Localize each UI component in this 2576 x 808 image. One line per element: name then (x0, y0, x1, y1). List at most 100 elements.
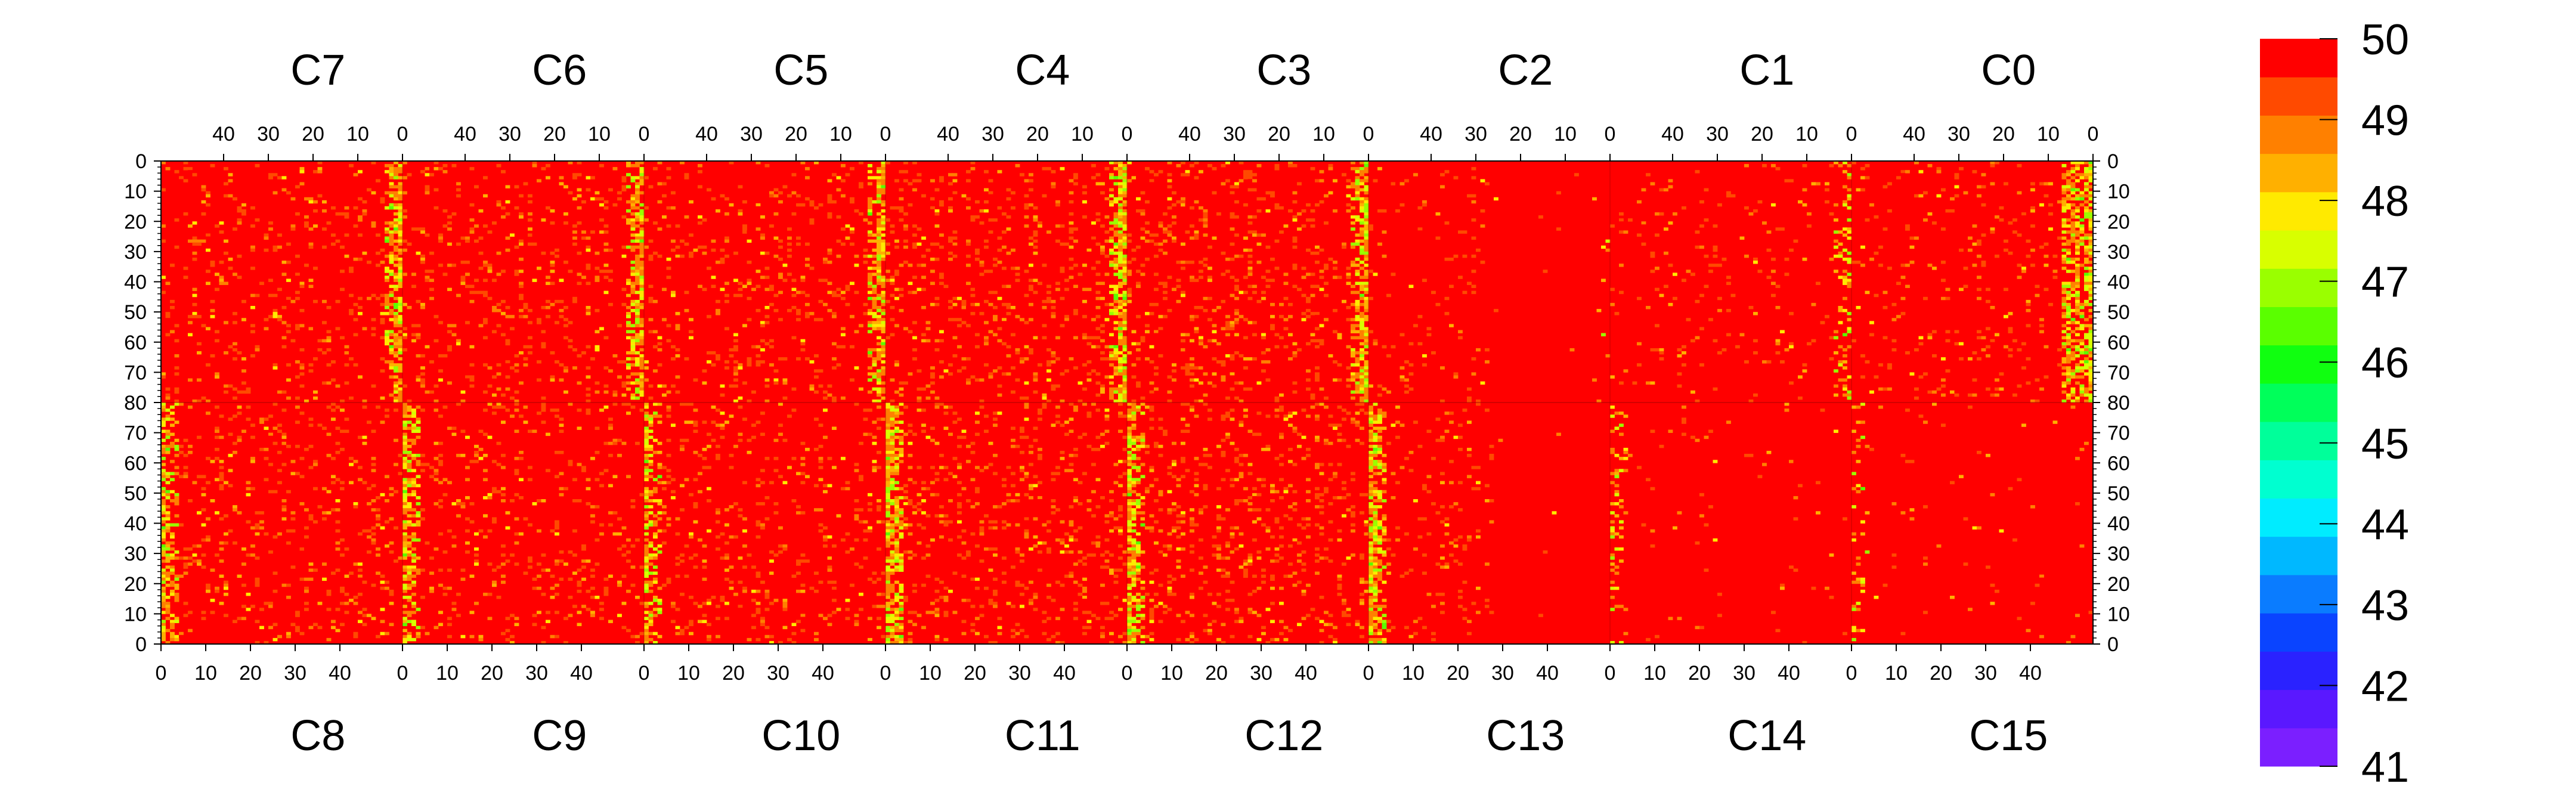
heatmap-cell (380, 475, 385, 478)
heatmap-cell (555, 170, 559, 174)
heatmap-cell (1977, 239, 1981, 243)
heatmap-cell (1100, 296, 1105, 301)
heatmap-cell (1113, 267, 1119, 270)
heatmap-cell (903, 381, 908, 385)
heatmap-cell (1364, 299, 1369, 304)
heatmap-cell (1364, 245, 1369, 249)
heatmap-cell (1360, 375, 1364, 379)
heatmap-cell (1274, 248, 1280, 252)
heatmap-cell (1373, 221, 1378, 225)
heatmap-cell (1042, 167, 1047, 171)
heatmap-cell (1713, 224, 1718, 228)
heatmap-cell (1118, 284, 1123, 289)
heatmap-cell (1355, 351, 1360, 355)
heatmap-cell (1109, 393, 1114, 397)
heatmap-cell (1167, 224, 1172, 228)
heatmap-cell (984, 363, 989, 367)
heatmap-cell (1346, 281, 1351, 285)
heatmap-cell (380, 420, 385, 424)
heatmap-cell (1306, 309, 1311, 312)
heatmap-cell (1999, 206, 2004, 210)
heatmap-cell (626, 381, 631, 385)
heatmap-cell (1896, 281, 1901, 285)
heatmap-cell (469, 167, 475, 171)
heatmap-cell (1914, 194, 1919, 198)
heatmap-cell (814, 390, 819, 394)
heatmap-cell (2088, 233, 2094, 237)
heatmap-cell (1270, 302, 1275, 307)
heatmap-cell (1310, 333, 1315, 337)
heatmap-cell (751, 287, 756, 292)
heatmap-cell (1462, 290, 1467, 295)
heatmap-cell (648, 239, 654, 243)
heatmap-cell (1704, 218, 1709, 222)
heatmap-cell (179, 176, 184, 179)
heatmap-cell (170, 299, 175, 304)
heatmap-cell (577, 161, 582, 165)
heatmap-cell (514, 206, 519, 210)
heatmap-cell (1614, 312, 1620, 315)
heatmap-cell (394, 239, 398, 243)
heatmap-cell (1435, 302, 1441, 307)
heatmap-cell (1091, 245, 1096, 249)
heatmap-cell (367, 487, 371, 491)
heatmap-cell (1194, 315, 1199, 318)
heatmap-cell (451, 170, 457, 174)
heatmap-cell (877, 212, 881, 216)
heatmap-cell (621, 302, 627, 307)
heatmap-cell (1247, 248, 1253, 252)
heatmap-cell (805, 258, 810, 261)
heatmap-cell (1002, 267, 1007, 270)
heatmap-cell (456, 342, 461, 346)
heatmap-cell (948, 221, 953, 225)
heatmap-cell (639, 215, 645, 219)
heatmap-cell (215, 330, 219, 333)
heatmap-cell (984, 342, 989, 346)
heatmap-cell (1838, 378, 1843, 382)
heatmap-cell (398, 212, 403, 216)
heatmap-cell (1149, 360, 1154, 364)
heatmap-cell (635, 233, 640, 237)
heatmap-cell (1945, 209, 1950, 213)
heatmap-cell (952, 318, 958, 321)
heatmap-cell (290, 215, 296, 219)
heatmap-cell (371, 447, 376, 451)
heatmap-cell (1064, 287, 1069, 292)
heatmap-cell (599, 230, 604, 234)
heatmap-cell (1221, 182, 1226, 185)
heatmap-cell (1118, 384, 1123, 388)
heatmap-cell (1355, 179, 1360, 182)
heatmap-cell (469, 363, 475, 367)
heatmap-cell (1954, 330, 1959, 333)
heatmap-cell (161, 517, 166, 521)
heatmap-cell (948, 206, 953, 210)
heatmap-cell (237, 435, 242, 439)
heatmap-cell (1033, 258, 1038, 261)
heatmap-cell (966, 179, 971, 182)
heatmap-cell (791, 387, 797, 391)
heatmap-cell (358, 444, 363, 448)
heatmap-cell (174, 577, 179, 581)
heatmap-cell (1297, 182, 1302, 185)
heatmap-cell (1333, 378, 1337, 382)
heatmap-cell (2066, 372, 2071, 376)
heatmap-cell (389, 290, 394, 295)
heatmap-cell (1042, 264, 1047, 267)
heatmap-cell (1261, 351, 1266, 355)
heatmap-cell (1874, 293, 1879, 298)
heatmap-cell (380, 270, 385, 273)
heatmap-cell (1914, 396, 1919, 400)
heatmap-cell (657, 348, 662, 352)
heatmap-cell (259, 526, 264, 530)
heatmap-cell (286, 541, 291, 545)
heatmap-cell (456, 293, 461, 298)
heatmap-cell (394, 363, 398, 367)
heatmap-cell (639, 236, 645, 240)
heatmap-cell (1757, 200, 1763, 204)
heatmap-cell (635, 333, 640, 337)
heatmap-cell (1408, 387, 1414, 391)
heatmap-cell (465, 239, 470, 243)
heatmap-cell (1091, 176, 1096, 179)
heatmap-cell (2017, 164, 2022, 168)
heatmap-cell (934, 242, 940, 246)
